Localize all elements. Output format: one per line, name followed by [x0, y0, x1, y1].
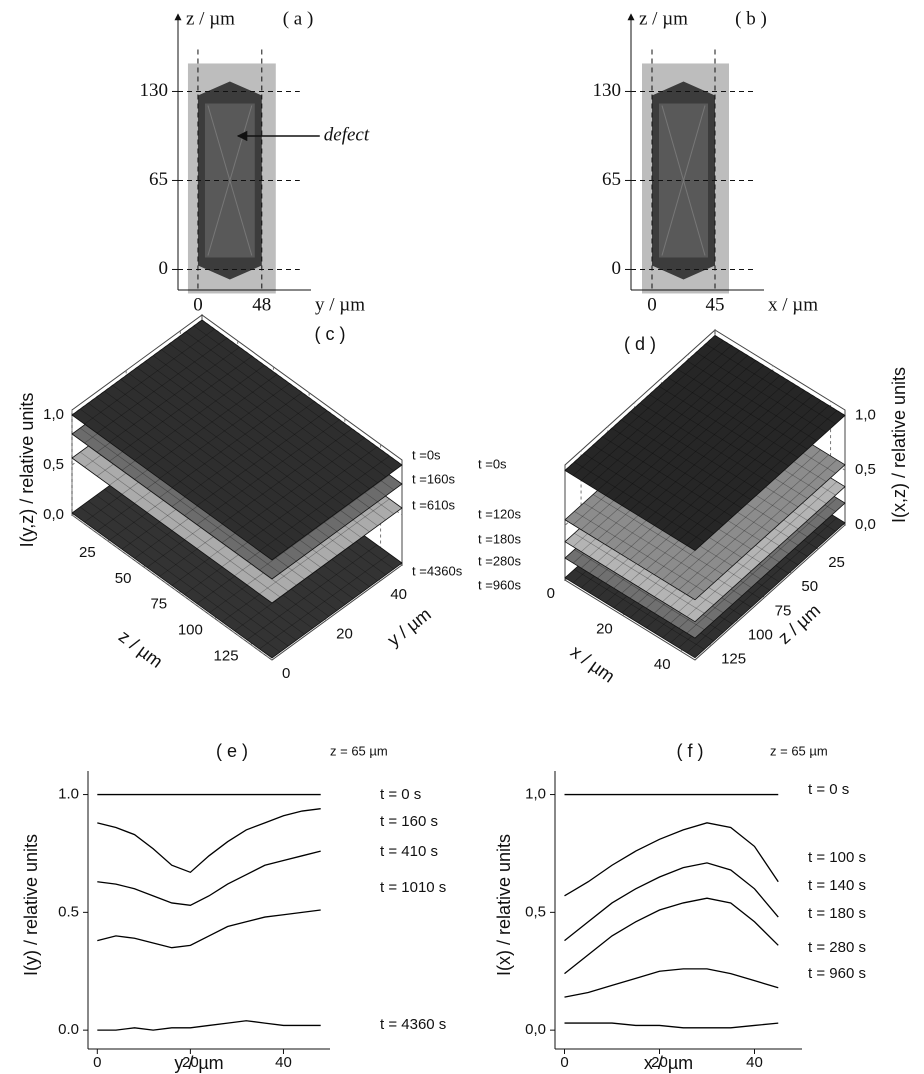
y-tick-label: 65 — [602, 169, 621, 190]
x-tick-label: 125 — [214, 647, 239, 664]
subtitle: z = 65 µm — [770, 743, 828, 758]
surface-label: t =4360s — [412, 563, 463, 578]
series-label: t = 960 s — [808, 965, 866, 982]
x-tick-label: 48 — [252, 294, 271, 315]
x-tick-label: 40 — [746, 1054, 763, 1071]
series-label: t = 0 s — [808, 781, 849, 798]
x-tick-label: 25 — [79, 544, 96, 561]
surface-label: t =0s — [412, 447, 441, 462]
figure: 0 48 0 65 130 y / µm z / µm ( a ) defect 0 45 0 65 13… — [0, 0, 924, 1074]
x-tick-label: 45 — [706, 294, 725, 315]
y-axis-label: I(x) / relative units — [494, 834, 514, 976]
x-axis-label: z / µm — [115, 626, 166, 672]
y-tick-label: 130 — [593, 80, 622, 101]
line — [565, 823, 779, 896]
x-tick-label: 75 — [150, 596, 167, 613]
y-tick-label: 0.0 — [58, 1021, 79, 1038]
y-tick-label: 0 — [282, 665, 290, 682]
surface-label: t =160s — [412, 471, 456, 486]
line — [97, 809, 320, 873]
series-label: t = 410 s — [380, 843, 438, 860]
series-label: t = 180 s — [808, 905, 866, 922]
line — [97, 851, 320, 905]
y-tick-label: 40 — [390, 586, 407, 603]
series-label: t = 100 s — [808, 849, 866, 866]
line — [565, 1023, 779, 1028]
y-tick-label: 125 — [721, 651, 746, 668]
surface-label: t =960s — [478, 577, 522, 592]
surface-label: t =610s — [412, 497, 456, 512]
panel-title: ( f ) — [677, 741, 704, 761]
x-tick-label: 0 — [93, 1054, 101, 1071]
y-tick-label: 0 — [612, 258, 622, 279]
surface-label: t =0s — [478, 456, 507, 471]
y-tick-label: 130 — [140, 80, 169, 101]
series-label: t = 140 s — [808, 877, 866, 894]
z-tick-label: 0,5 — [43, 456, 64, 473]
line — [565, 898, 779, 973]
surface-label: t =120s — [478, 506, 522, 521]
x-tick-label: 0 — [560, 1054, 568, 1071]
page: {"chart_data": [ {"type": "micrograph", … — [0, 0, 924, 1074]
y-tick-label: 0,5 — [525, 903, 546, 920]
y-tick-label: 0.5 — [58, 903, 79, 920]
surface-label: t =280s — [478, 553, 522, 568]
x-axis-label: x / µm — [768, 294, 818, 315]
z-tick-label: 0,0 — [855, 516, 876, 533]
z-tick-label: 1,0 — [43, 406, 64, 423]
y-axis-label: z / µm — [186, 8, 235, 29]
z-axis-label: I(x,z) / relative units — [889, 367, 909, 523]
y-axis-label: z / µm — [639, 8, 688, 29]
y-tick-label: 50 — [801, 578, 818, 595]
x-axis-label: x / µm — [567, 641, 619, 686]
y-tick-label: 100 — [748, 626, 773, 643]
z-axis-label: I(y,z) / relative units — [17, 393, 37, 548]
panel-title: ( d ) — [624, 334, 656, 354]
x-tick-label: 40 — [654, 656, 671, 673]
y-tick-label: 1.0 — [58, 786, 79, 803]
line — [97, 910, 320, 948]
series-label: t = 4360 s — [380, 1016, 446, 1033]
series-label: t = 280 s — [808, 939, 866, 956]
y-tick-label: 0,0 — [525, 1021, 546, 1038]
x-axis-label: x / µm — [644, 1053, 693, 1073]
subtitle: z = 65 µm — [330, 743, 388, 758]
z-tick-label: 1,0 — [855, 406, 876, 423]
y-tick-label: 25 — [828, 554, 845, 571]
y-tick-label: 65 — [149, 169, 168, 190]
z-tick-label: 0,0 — [43, 506, 64, 523]
x-tick-label: 0 — [193, 294, 203, 315]
line — [565, 969, 779, 997]
surface-label: t =180s — [478, 531, 522, 546]
panel-title: ( b ) — [735, 8, 767, 29]
x-axis-label: y / µm — [315, 294, 365, 315]
panel-title: ( e ) — [216, 741, 248, 761]
x-axis-label: y / µm — [174, 1053, 223, 1073]
x-tick-label: 50 — [115, 570, 132, 587]
x-tick-label: 0 — [647, 294, 657, 315]
y-tick-label: 1,0 — [525, 786, 546, 803]
panel-title: ( a ) — [283, 8, 314, 29]
y-axis-label: I(y) / relative units — [21, 834, 41, 976]
line — [565, 863, 779, 941]
z-tick-label: 0,5 — [855, 461, 876, 478]
line — [97, 1021, 320, 1030]
y-axis-label: y / µm — [384, 604, 435, 650]
y-tick-label: 0 — [159, 258, 169, 279]
annotation: defect — [324, 124, 370, 145]
x-tick-label: 100 — [178, 622, 203, 639]
y-tick-label: 20 — [336, 625, 353, 642]
x-tick-label: 40 — [275, 1054, 292, 1071]
y-tick-label: 75 — [775, 602, 792, 619]
x-tick-label: 0 — [547, 585, 555, 602]
panel-title: ( c ) — [315, 324, 346, 344]
series-label: t = 0 s — [380, 786, 421, 803]
series-label: t = 160 s — [380, 813, 438, 830]
x-tick-label: 20 — [596, 621, 613, 638]
series-label: t = 1010 s — [380, 879, 446, 896]
